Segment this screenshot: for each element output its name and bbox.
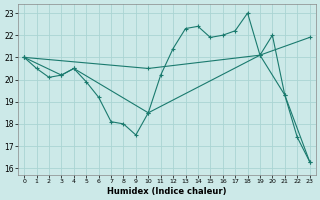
X-axis label: Humidex (Indice chaleur): Humidex (Indice chaleur) xyxy=(107,187,227,196)
